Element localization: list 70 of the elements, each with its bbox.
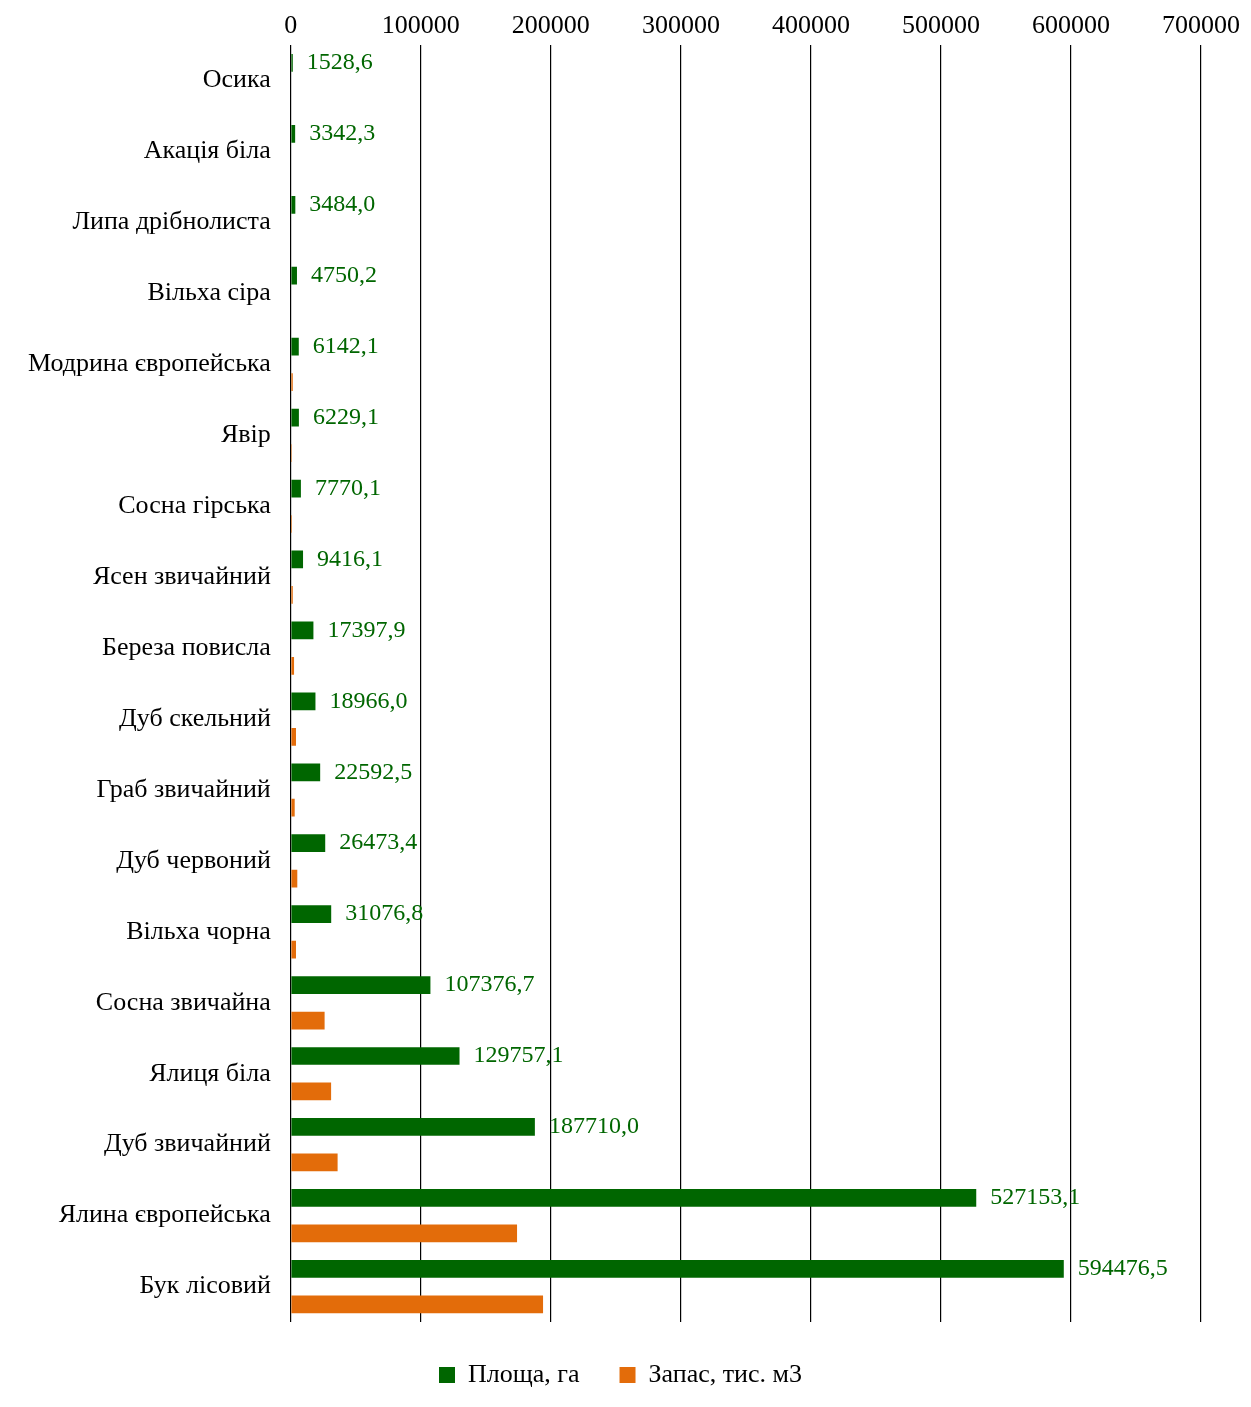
data-label: 187710,0	[548, 1112, 639, 1139]
bar	[291, 1189, 977, 1207]
bar	[291, 1047, 460, 1065]
y-tick-label: Осика	[202, 64, 272, 94]
data-label: 6142,1	[312, 331, 379, 358]
bar	[291, 834, 326, 853]
bar	[291, 266, 297, 285]
data-label: 26473,4	[339, 828, 418, 855]
bar	[291, 1295, 544, 1314]
x-tick-label: 300000	[641, 10, 720, 40]
data-label: 3342,3	[309, 119, 376, 146]
bar	[291, 798, 295, 817]
y-tick-label: Сосна гірська	[118, 490, 272, 520]
y-tick-label: Дуб скельний	[119, 702, 271, 732]
y-tick-label: Ялиця біла	[149, 1057, 272, 1087]
bar	[291, 550, 304, 569]
x-tick-label: 700000	[1162, 10, 1240, 40]
bar	[291, 763, 321, 782]
legend-label: Запас, тис. м3	[648, 1358, 803, 1388]
bar	[291, 869, 298, 888]
x-tick-label: 0	[284, 10, 298, 40]
bar	[291, 1259, 1064, 1278]
y-tick-label: Сосна звичайна	[95, 986, 272, 1016]
y-tick-label: Дуб звичайний	[103, 1128, 271, 1158]
x-tick-label: 200000	[511, 10, 590, 40]
data-label: 3484,0	[309, 190, 376, 217]
bar	[291, 727, 296, 746]
bar	[291, 657, 295, 675]
bar	[291, 976, 431, 994]
y-tick-label: Липа дрібнолиста	[72, 206, 272, 236]
data-label: 22592,5	[334, 757, 413, 784]
x-tick-label: 600000	[1031, 10, 1110, 40]
data-label: 6229,1	[312, 402, 379, 429]
bar	[291, 408, 299, 427]
bar	[291, 1153, 338, 1172]
bar	[291, 479, 301, 498]
bar	[291, 1011, 325, 1030]
bar	[291, 905, 332, 923]
y-tick-label: Ялина європейська	[58, 1199, 272, 1229]
x-tick-label: 100000	[381, 10, 460, 40]
y-tick-label: Береза повисла	[102, 631, 272, 661]
bar	[291, 125, 296, 143]
bar	[291, 1224, 518, 1243]
bar	[291, 337, 299, 356]
bar	[291, 195, 296, 214]
data-label: 107376,7	[444, 970, 535, 997]
data-label: 9416,1	[317, 544, 384, 571]
data-label: 594476,5	[1077, 1254, 1168, 1281]
y-tick-label: Граб звичайний	[96, 773, 271, 803]
y-tick-label: Акація біла	[143, 135, 272, 165]
bar	[291, 1082, 332, 1101]
bar	[291, 692, 316, 711]
y-tick-label: Вільха сіра	[147, 277, 272, 307]
bar	[291, 621, 314, 640]
y-tick-label: Бук лісовий	[139, 1270, 271, 1300]
data-label: 4750,2	[310, 261, 377, 288]
data-label: 1528,6	[306, 48, 373, 75]
y-tick-label: Явір	[220, 419, 271, 449]
bar	[291, 940, 296, 959]
legend-label: Площа, га	[468, 1358, 580, 1388]
data-label: 17397,9	[327, 615, 406, 642]
x-tick-label: 500000	[901, 10, 980, 40]
x-tick-label: 400000	[771, 10, 850, 40]
y-tick-label: Вільха чорна	[126, 915, 272, 945]
y-tick-label: Дуб червоний	[116, 844, 271, 874]
y-tick-label: Ясен звичайний	[92, 561, 271, 591]
data-label: 7770,1	[314, 473, 381, 500]
y-tick-label: Модрина європейська	[27, 348, 272, 378]
data-label: 18966,0	[329, 686, 408, 713]
bar	[291, 1118, 535, 1136]
